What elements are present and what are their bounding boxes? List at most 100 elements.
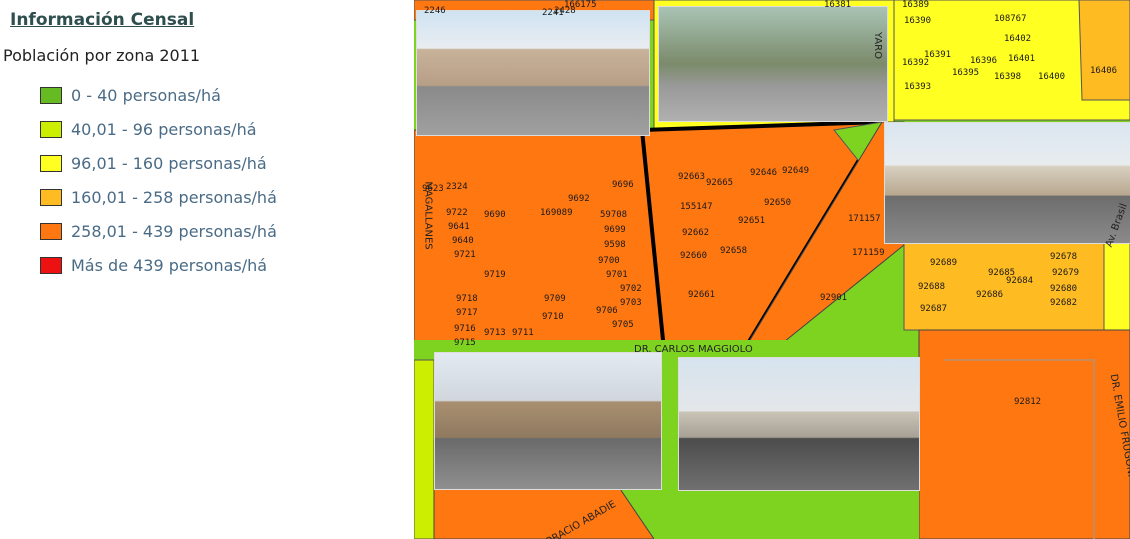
zone-label: 92658 xyxy=(720,246,748,256)
zone-label: 92679 xyxy=(1052,268,1080,278)
zone-label: 9715 xyxy=(454,338,476,348)
zone-label: 16381 xyxy=(824,0,852,10)
street-label: MAGALLANES xyxy=(422,181,434,250)
legend-swatch xyxy=(40,154,62,172)
zone-label: 9623 xyxy=(422,184,444,194)
zone-label: 92651 xyxy=(738,216,766,226)
legend-label: 160,01 - 258 personas/há xyxy=(71,187,277,207)
zone-label: 2324 xyxy=(446,182,468,192)
legend-item: Más de 439 personas/há xyxy=(40,248,277,282)
street-photo[interactable] xyxy=(416,10,650,136)
zone-label: 9711 xyxy=(512,328,534,338)
legend-label: 40,01 - 96 personas/há xyxy=(71,119,257,139)
zone-label: 2246 xyxy=(424,6,446,16)
zone-label: 16401 xyxy=(1008,54,1036,64)
zone-label: 9718 xyxy=(456,294,478,304)
zone-label: 92687 xyxy=(920,304,948,314)
zone-label: 92678 xyxy=(1050,252,1078,262)
legend-label: 0 - 40 personas/há xyxy=(71,85,221,105)
legend-swatch xyxy=(40,256,62,274)
zone-label: 92646 xyxy=(750,168,778,178)
zone-label: 16398 xyxy=(994,72,1022,82)
zone-label: 92680 xyxy=(1050,284,1078,294)
zone-label: 9702 xyxy=(620,284,642,294)
zone-label: 16395 xyxy=(952,68,980,78)
legend-item: 160,01 - 258 personas/há xyxy=(40,180,277,214)
zone-block-east-edge xyxy=(1103,239,1130,331)
zone-label: 9716 xyxy=(454,324,476,334)
zone-label: 92663 xyxy=(678,172,706,182)
zone-label: 16390 xyxy=(904,16,932,26)
zone-label: 16402 xyxy=(1004,34,1032,44)
legend-item: 258,01 - 439 personas/há xyxy=(40,214,277,248)
zone-label: 16396 xyxy=(970,56,998,66)
zone-label: 9692 xyxy=(568,194,590,204)
zone-label: 9696 xyxy=(612,180,634,190)
zone-label: 9710 xyxy=(542,312,564,322)
zone-label: 92661 xyxy=(688,290,716,300)
zone-label: 16393 xyxy=(904,82,932,92)
legend-label: 96,01 - 160 personas/há xyxy=(71,153,267,173)
legend-swatch xyxy=(40,188,62,206)
zone-label: 16392 xyxy=(902,58,930,68)
zone-label: 9701 xyxy=(606,270,628,280)
legend-panel: Información Censal Población por zona 20… xyxy=(0,0,400,539)
zone-label: 9713 xyxy=(484,328,506,338)
zone-outline-south-east xyxy=(944,359,1095,539)
zone-label: 9722 xyxy=(446,208,468,218)
zone-block-north-east xyxy=(1078,0,1130,101)
legend-swatch xyxy=(40,120,62,138)
zone-label: 92689 xyxy=(930,258,958,268)
street-photo[interactable] xyxy=(658,6,888,122)
zone-label: 59708 xyxy=(600,210,628,220)
zone-label: 9700 xyxy=(598,256,620,266)
zone-label: 92650 xyxy=(764,198,792,208)
zone-label: 9717 xyxy=(456,308,478,318)
zone-label: 92901 xyxy=(820,293,848,303)
zone-label: 16391 xyxy=(924,50,952,60)
zone-label: 9641 xyxy=(448,222,470,232)
zone-block-south-east xyxy=(918,329,1130,539)
zone-label: 9709 xyxy=(544,294,566,304)
zone-label: 92682 xyxy=(1050,298,1078,308)
street-photo[interactable] xyxy=(434,352,662,490)
zone-label: 2428 xyxy=(554,6,576,16)
street-photo[interactable] xyxy=(884,122,1130,244)
zone-label: 92660 xyxy=(680,251,708,261)
zone-label: 92662 xyxy=(682,228,710,238)
zone-label: 169089 xyxy=(540,208,573,218)
street-photo[interactable] xyxy=(678,357,920,491)
zone-label: 9721 xyxy=(454,250,476,260)
street-label: YARO xyxy=(872,32,883,59)
legend-list: 0 - 40 personas/há 40,01 - 96 personas/há… xyxy=(40,78,277,282)
zone-label: 92684 xyxy=(1006,276,1034,286)
legend-item: 96,01 - 160 personas/há xyxy=(40,146,277,180)
zone-label: 9703 xyxy=(620,298,642,308)
zone-label: 9719 xyxy=(484,270,506,280)
zone-label: 155147 xyxy=(680,202,713,212)
zone-label: 16400 xyxy=(1038,72,1066,82)
census-map[interactable]: 2246 2241 2428 166175 16381 16389 16390 108767 1… xyxy=(414,0,1130,539)
legend-title: Información Censal xyxy=(10,10,195,30)
zone-label: 9598 xyxy=(604,240,626,250)
zone-block-south-west xyxy=(414,359,435,539)
zone-label: 9699 xyxy=(604,225,626,235)
zone-label: 9705 xyxy=(612,320,634,330)
legend-label: Más de 439 personas/há xyxy=(71,255,268,275)
legend-swatch xyxy=(40,222,62,240)
legend-subtitle: Población por zona 2011 xyxy=(3,46,201,65)
zone-label: 2241 xyxy=(542,8,564,18)
legend-label: 258,01 - 439 personas/há xyxy=(71,221,277,241)
zone-label: 92665 xyxy=(706,178,734,188)
zone-label: 171159 xyxy=(852,248,885,258)
zone-label: 16406 xyxy=(1090,66,1118,76)
zone-label: 92812 xyxy=(1014,397,1042,407)
zone-label: 171157 xyxy=(848,214,881,224)
zone-label: 166175 xyxy=(564,0,597,10)
zone-label: 9706 xyxy=(596,306,618,316)
zone-label: 9690 xyxy=(484,210,506,220)
legend-swatch xyxy=(40,86,62,104)
zone-label: 92686 xyxy=(976,290,1004,300)
zone-label: 9640 xyxy=(452,236,474,246)
zone-label: 108767 xyxy=(994,14,1027,24)
